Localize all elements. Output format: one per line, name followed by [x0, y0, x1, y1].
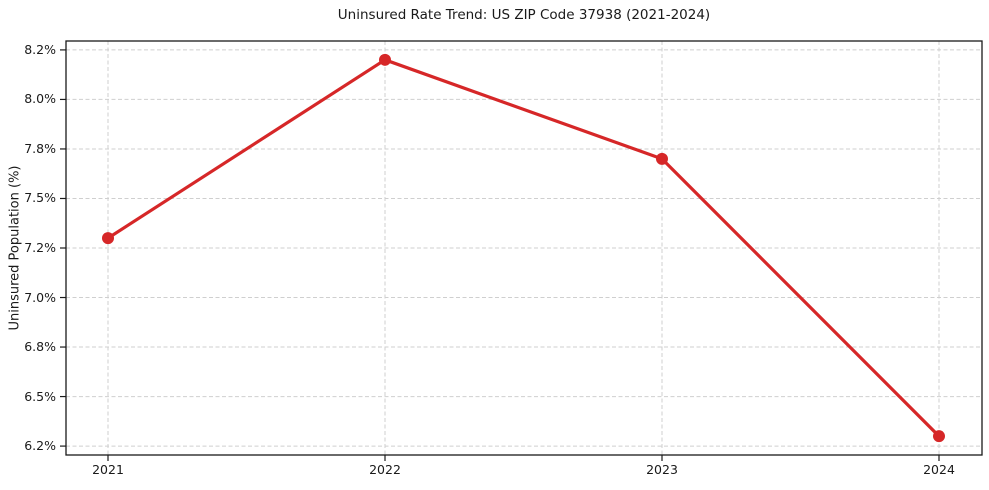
data-point-2021 — [102, 232, 114, 245]
data-point-2022 — [379, 53, 391, 66]
y-tick-label: 6.8% — [24, 339, 56, 355]
y-tick-label: 8.0% — [24, 91, 56, 107]
y-tick-label: 7.5% — [24, 190, 56, 206]
y-tick-label: 7.2% — [24, 240, 56, 255]
data-point-2024 — [933, 430, 945, 443]
y-tick-label: 7.0% — [24, 289, 56, 305]
y-tick-label: 8.2% — [24, 41, 56, 57]
data-point-2023 — [656, 152, 668, 165]
x-tick-label: 2023 — [646, 462, 678, 477]
chart-title: Uninsured Rate Trend: US ZIP Code 37938 … — [337, 7, 711, 23]
x-tick-label: 2021 — [92, 462, 124, 477]
y-tick-label: 6.5% — [24, 388, 56, 404]
trend-line — [106, 58, 941, 438]
x-tick-label: 2024 — [923, 462, 955, 477]
y-tick-label: 6.2% — [24, 438, 56, 454]
y-tick-label: 7.8% — [24, 140, 56, 156]
x-tick-label: 2022 — [369, 462, 401, 477]
